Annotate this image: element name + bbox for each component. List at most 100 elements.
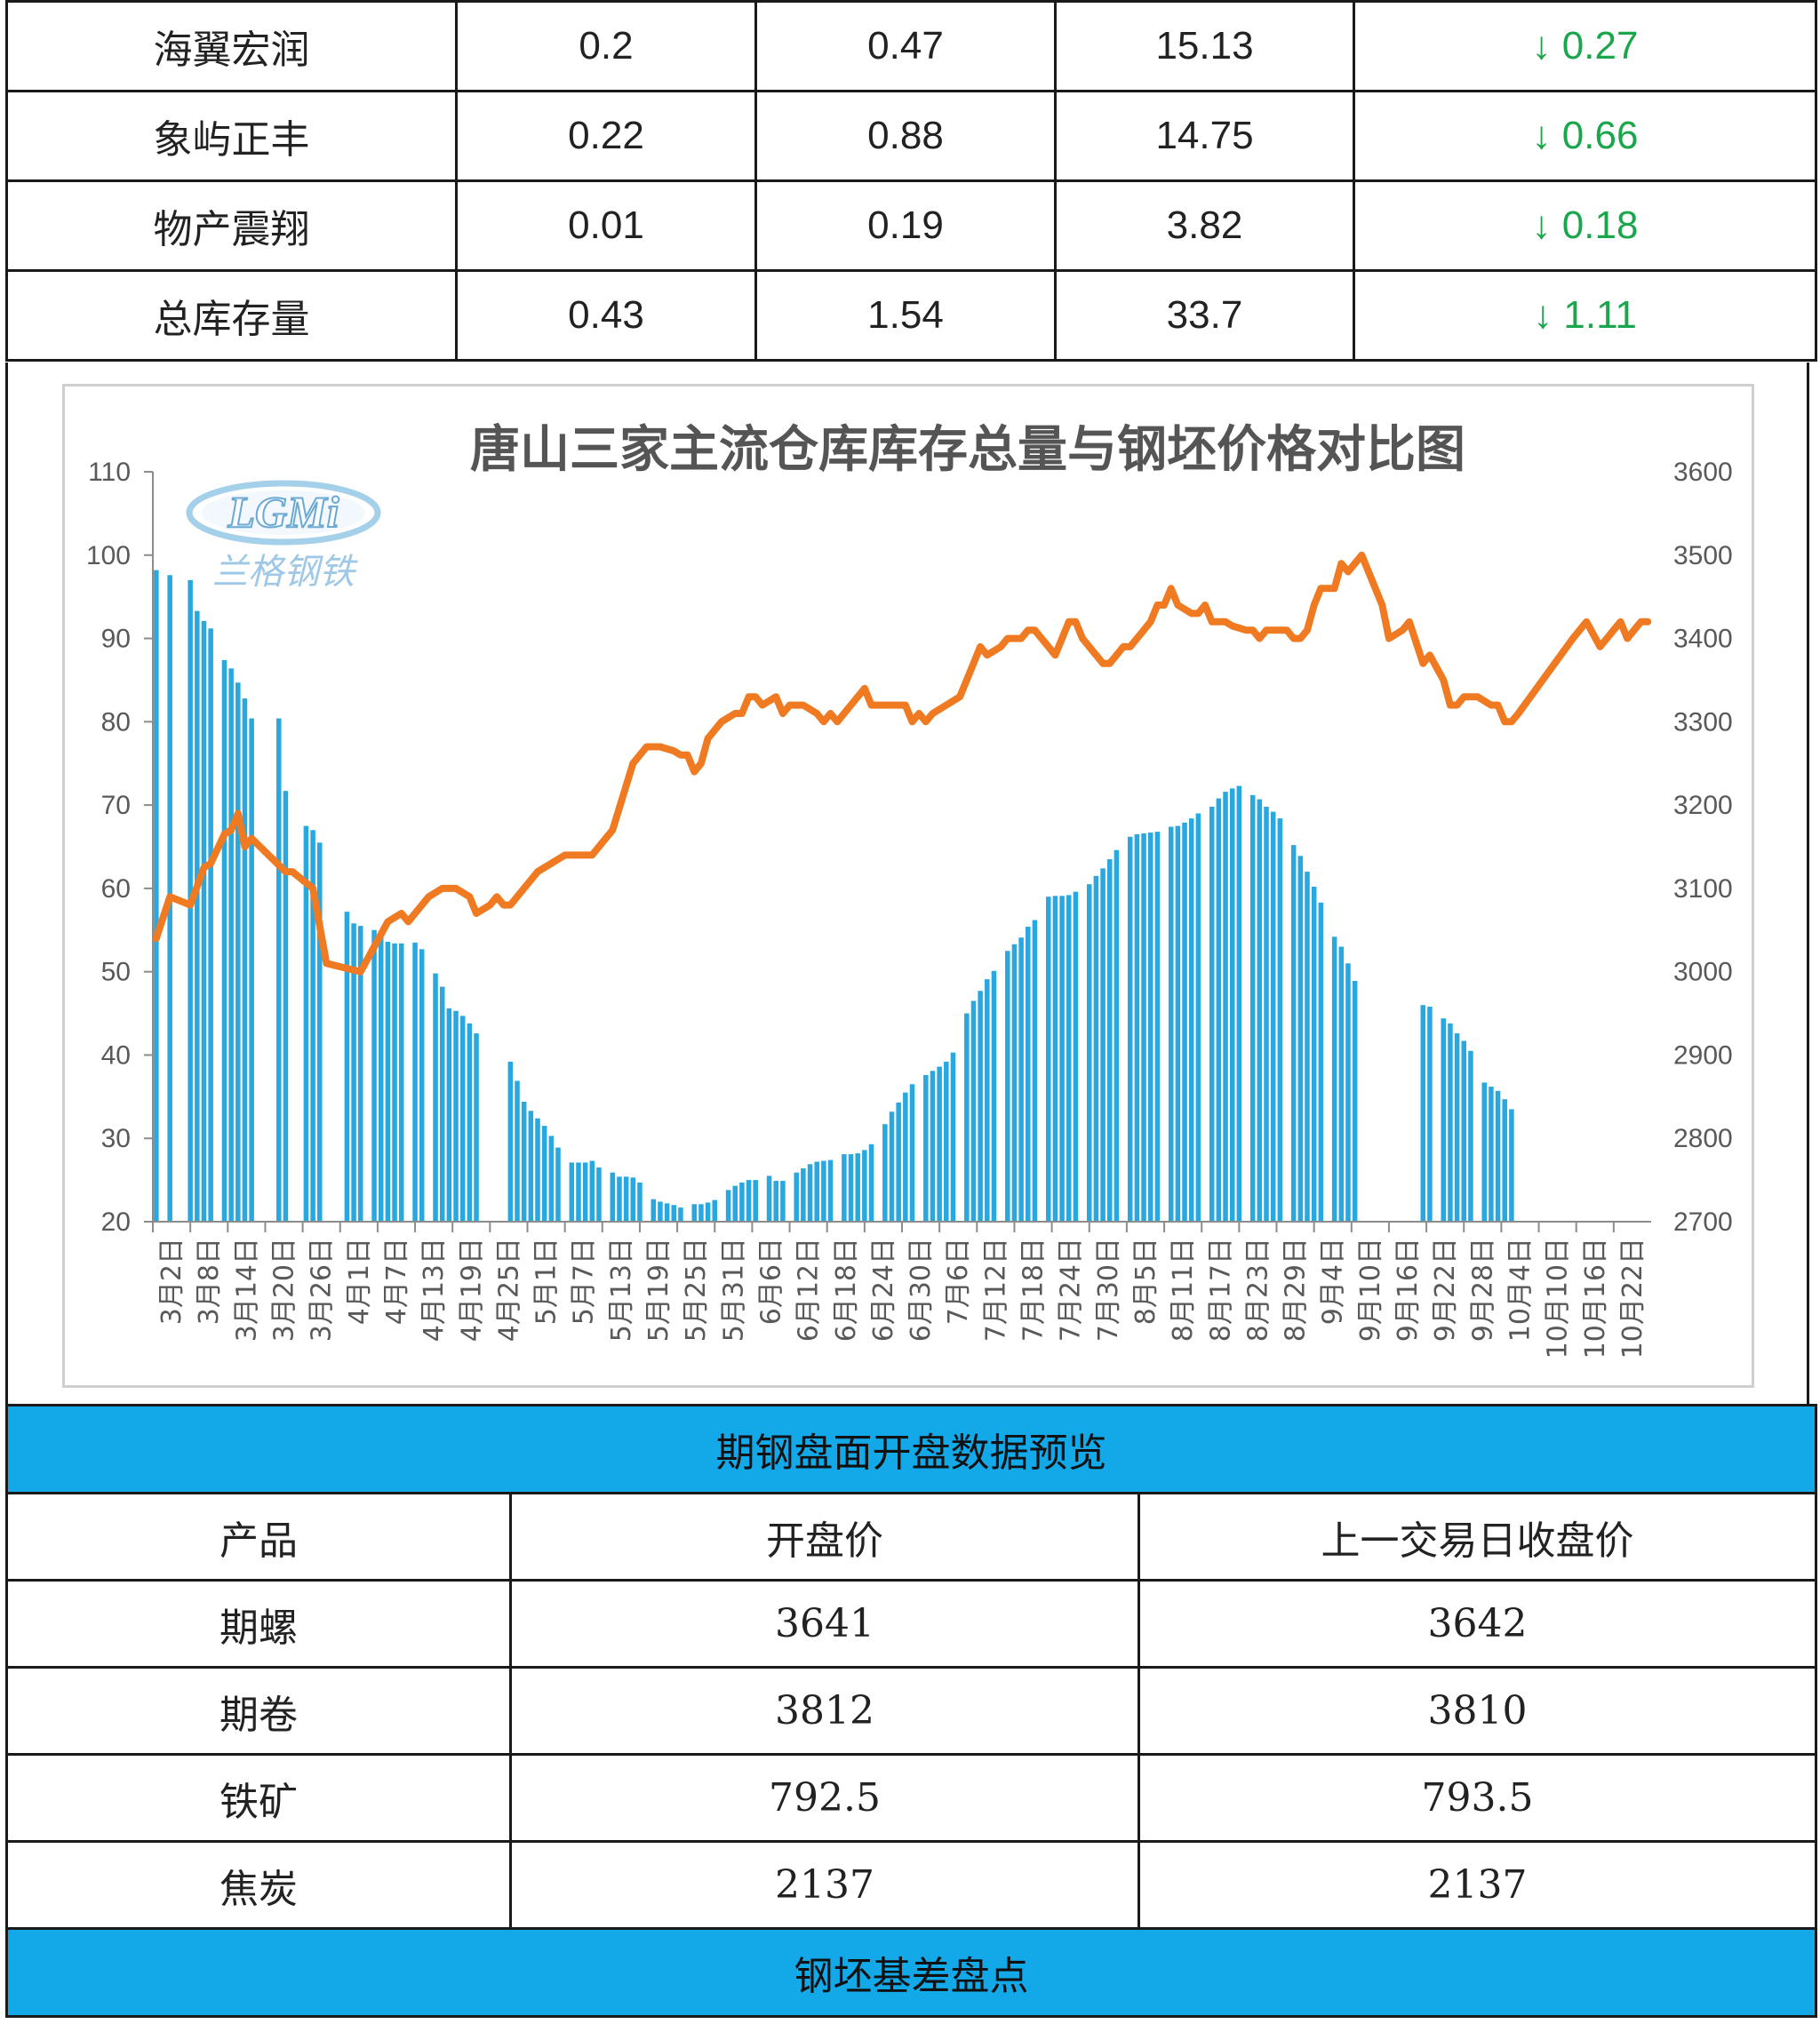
x-tick-label: 7月18日 — [1018, 1238, 1050, 1342]
inventory-bar — [1249, 794, 1256, 1222]
x-tick-label: 8月17日 — [1205, 1238, 1236, 1342]
inventory-bar — [385, 941, 391, 1222]
inventory-bar — [446, 1008, 452, 1222]
table-row: 总库存量 0.43 1.54 33.7 ↓ 1.11 — [5, 269, 1817, 362]
x-tick-label: 10月10日 — [1543, 1238, 1574, 1359]
inventory-bar — [1086, 884, 1092, 1222]
x-tick-label: 6月30日 — [906, 1238, 937, 1342]
right-tick-label: 2700 — [1673, 1207, 1733, 1237]
inventory-bar — [1468, 1050, 1473, 1222]
inventory-bar — [1100, 868, 1106, 1222]
left-tick-label: 110 — [88, 458, 131, 487]
product-name: 期螺 — [5, 1579, 512, 1669]
inventory-bar — [807, 1164, 813, 1222]
inventory-bar — [439, 986, 445, 1222]
inventory-bar — [1331, 936, 1337, 1222]
inventory-bar — [310, 830, 315, 1222]
right-tick-label: 3100 — [1673, 874, 1733, 904]
prev-close-price: 793.5 — [1137, 1753, 1818, 1843]
inventory-bar — [392, 943, 397, 1222]
x-tick-label: 10月4日 — [1505, 1238, 1537, 1342]
chart-svg: LGMi 兰格钢铁 唐山三家主流仓库库存总量与钢坯价格对比图 110 100 90 8… — [86, 421, 1733, 1359]
table-cell: 0.47 — [754, 0, 1057, 92]
inventory-bar — [637, 1182, 643, 1222]
inventory-bar — [944, 1061, 949, 1222]
change-value: ↓ 1.11 — [1353, 269, 1817, 362]
inventory-bar — [1134, 833, 1140, 1222]
inventory-bar — [801, 1167, 806, 1222]
inventory-bar — [1059, 896, 1065, 1222]
inventory-bar — [889, 1112, 895, 1222]
inventory-bar — [433, 973, 438, 1222]
inventory-bar — [555, 1147, 561, 1222]
inventory-bar — [541, 1126, 547, 1222]
table-cell: 14.75 — [1054, 90, 1355, 182]
inventory-bar — [1420, 1005, 1426, 1222]
right-tick-label: 3200 — [1673, 791, 1733, 820]
inventory-bar — [746, 1180, 752, 1222]
inventory-bar — [862, 1150, 867, 1222]
inventory-bar — [453, 1010, 459, 1222]
table-row: 焦炭 2137 2137 — [5, 1840, 1818, 1930]
inventory-bar — [576, 1162, 581, 1222]
inventory-bar — [201, 620, 207, 1222]
inventory-bar — [882, 1124, 888, 1222]
x-tick-label: 10月22日 — [1617, 1238, 1648, 1359]
right-axis: 3600 3500 3400 3300 3200 3100 3000 2900 2800 2700 — [1673, 458, 1733, 1237]
inventory-bar — [930, 1071, 936, 1222]
inventory-bar — [521, 1101, 527, 1222]
inventory-bar — [1352, 980, 1358, 1222]
inventory-bar — [535, 1118, 540, 1222]
x-tick-label: 7月30日 — [1093, 1238, 1124, 1342]
table-row: 期卷 3812 3810 — [5, 1666, 1818, 1756]
inventory-bar — [630, 1177, 636, 1222]
table-row: 物产震翔 0.01 0.19 3.82 ↓ 0.18 — [5, 179, 1817, 272]
inventory-bar — [195, 610, 200, 1222]
table-cell: 0.01 — [455, 179, 757, 272]
inventory-bar — [1073, 891, 1079, 1222]
inventory-bar — [691, 1204, 698, 1222]
inventory-bar — [351, 923, 356, 1222]
x-tick-label: 9月28日 — [1467, 1238, 1498, 1342]
left-tick-label: 100 — [86, 541, 131, 570]
x-tick-label: 3月8日 — [194, 1238, 225, 1325]
inventory-bar — [1448, 1023, 1453, 1222]
inventory-bar — [1093, 875, 1099, 1222]
inventory-bar — [228, 668, 234, 1222]
x-tick-label: 3月14日 — [231, 1238, 262, 1342]
column-header: 上一交易日收盘价 — [1137, 1492, 1818, 1582]
inventory-bar — [970, 1000, 977, 1222]
x-tick-label: 3月26日 — [307, 1238, 338, 1342]
lgmi-logo: LGMi 兰格钢铁 — [186, 480, 381, 593]
inventory-bar — [827, 1159, 834, 1222]
left-tick-label: 20 — [101, 1207, 131, 1237]
inventory-bar — [515, 1080, 520, 1222]
x-tick-label: 5月1日 — [531, 1238, 563, 1325]
inventory-bar — [474, 1033, 479, 1222]
table-cell: 0.22 — [455, 90, 757, 182]
inventory-bar — [303, 825, 309, 1222]
inventory-bar — [154, 570, 159, 1222]
inventory-bar — [1264, 806, 1269, 1222]
right-tick-label: 3500 — [1673, 541, 1733, 570]
inventory-bar — [1106, 859, 1113, 1222]
inventory-bar — [1195, 813, 1201, 1222]
x-tick-label: 6月6日 — [756, 1238, 787, 1325]
change-value: ↓ 0.66 — [1353, 90, 1817, 182]
inventory-bar — [1318, 902, 1324, 1222]
inventory-bar — [1026, 927, 1031, 1222]
product-name: 铁矿 — [5, 1753, 512, 1843]
table-row: 期螺 3641 3642 — [5, 1579, 1818, 1669]
x-tick-label: 9月4日 — [1318, 1238, 1349, 1325]
x-tick-label: 5月13日 — [606, 1238, 637, 1342]
table-cell: 15.13 — [1054, 0, 1355, 92]
inventory-bar — [753, 1180, 758, 1222]
inventory-bar — [1046, 896, 1051, 1222]
inventory-bar — [1018, 937, 1024, 1222]
open-price: 2137 — [509, 1840, 1140, 1930]
x-tick-label: 4月25日 — [493, 1238, 524, 1342]
inventory-bar — [1257, 799, 1263, 1222]
inventory-bar — [923, 1074, 929, 1222]
inventory-bar — [1311, 887, 1317, 1222]
inventory-bar — [569, 1162, 575, 1222]
